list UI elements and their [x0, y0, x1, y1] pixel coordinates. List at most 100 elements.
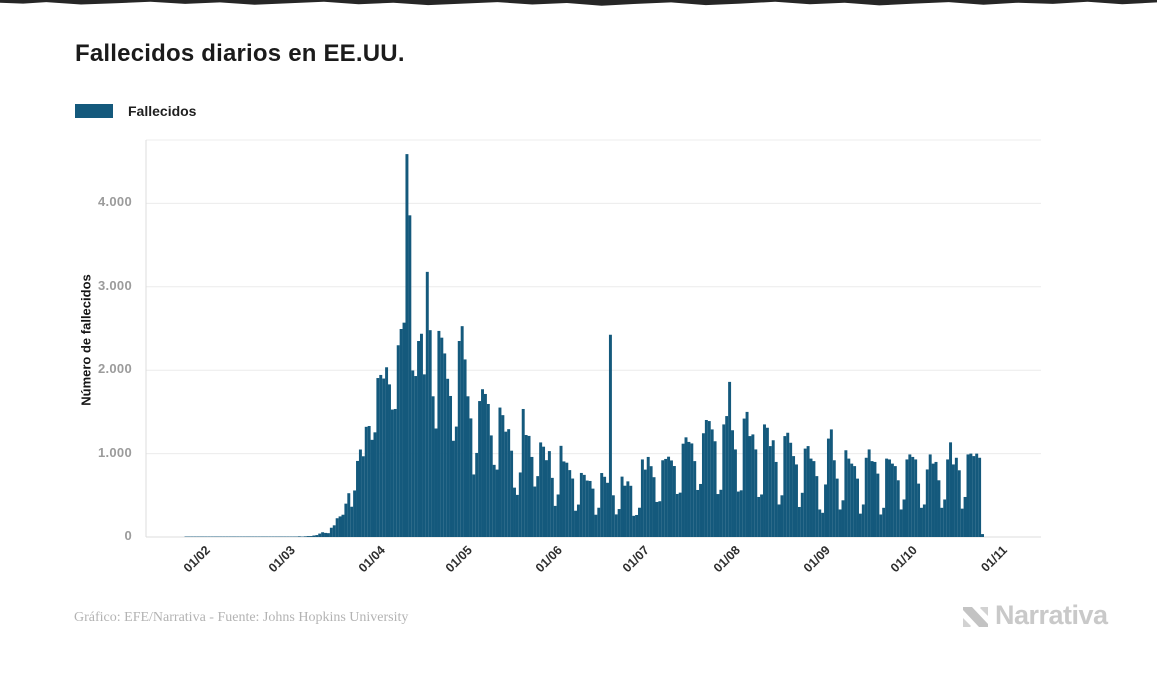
bar[interactable]: [931, 463, 935, 537]
bar[interactable]: [699, 483, 703, 537]
bar[interactable]: [777, 504, 781, 537]
bar[interactable]: [431, 396, 435, 537]
bar[interactable]: [733, 449, 737, 537]
bar[interactable]: [914, 459, 918, 537]
bar[interactable]: [701, 433, 705, 537]
bar[interactable]: [899, 509, 903, 537]
bar[interactable]: [361, 456, 365, 537]
bar[interactable]: [890, 463, 894, 537]
bar[interactable]: [972, 456, 976, 537]
bar[interactable]: [658, 501, 662, 537]
bar[interactable]: [922, 504, 926, 537]
bar[interactable]: [553, 505, 557, 537]
bar[interactable]: [358, 449, 362, 537]
bar[interactable]: [513, 487, 516, 537]
bar[interactable]: [774, 461, 778, 537]
bar[interactable]: [335, 518, 339, 538]
bar[interactable]: [329, 527, 333, 537]
bar[interactable]: [719, 489, 723, 537]
bar[interactable]: [632, 515, 636, 537]
bar[interactable]: [440, 337, 444, 537]
bar[interactable]: [478, 401, 482, 537]
bar[interactable]: [626, 481, 630, 537]
bar[interactable]: [812, 461, 816, 537]
bar[interactable]: [951, 464, 955, 537]
bar[interactable]: [303, 536, 307, 537]
bar[interactable]: [649, 466, 653, 537]
bar[interactable]: [341, 514, 345, 537]
bar[interactable]: [582, 474, 586, 537]
bar[interactable]: [911, 456, 915, 537]
bar[interactable]: [861, 504, 865, 537]
bar[interactable]: [481, 389, 484, 537]
bar[interactable]: [905, 459, 909, 537]
bar[interactable]: [524, 435, 528, 537]
bar[interactable]: [393, 408, 397, 537]
bar[interactable]: [510, 450, 514, 537]
bar[interactable]: [608, 334, 612, 537]
bar[interactable]: [356, 460, 359, 537]
bar[interactable]: [565, 462, 569, 537]
bar[interactable]: [417, 341, 421, 537]
bar[interactable]: [800, 492, 804, 537]
bar[interactable]: [475, 452, 479, 537]
bar[interactable]: [306, 536, 310, 537]
bar[interactable]: [382, 378, 386, 537]
bar[interactable]: [437, 330, 441, 537]
bar[interactable]: [576, 504, 580, 537]
bar[interactable]: [472, 474, 476, 537]
bar[interactable]: [425, 271, 429, 537]
bar[interactable]: [544, 460, 548, 537]
bar[interactable]: [507, 429, 511, 537]
bar[interactable]: [826, 438, 830, 537]
bar[interactable]: [844, 450, 848, 537]
bar[interactable]: [867, 449, 871, 537]
bar[interactable]: [559, 445, 563, 537]
bar[interactable]: [571, 478, 575, 537]
bar[interactable]: [521, 408, 525, 537]
bar[interactable]: [588, 480, 592, 537]
bar[interactable]: [783, 436, 787, 537]
bar[interactable]: [585, 480, 589, 537]
bar[interactable]: [960, 508, 964, 537]
bar[interactable]: [623, 485, 627, 537]
bar[interactable]: [574, 510, 578, 537]
bar[interactable]: [681, 443, 685, 537]
bar[interactable]: [396, 345, 400, 537]
bar[interactable]: [611, 495, 615, 537]
bar[interactable]: [350, 506, 354, 537]
bar[interactable]: [297, 536, 301, 537]
bar[interactable]: [324, 532, 328, 537]
bar[interactable]: [454, 426, 458, 537]
bar[interactable]: [579, 472, 583, 537]
bar[interactable]: [765, 427, 769, 537]
bar[interactable]: [696, 489, 700, 537]
bar[interactable]: [792, 456, 796, 537]
bar[interactable]: [786, 432, 790, 537]
bar[interactable]: [856, 478, 859, 537]
bar[interactable]: [344, 503, 348, 537]
bar[interactable]: [562, 461, 566, 537]
bar[interactable]: [821, 512, 825, 537]
bar[interactable]: [725, 416, 729, 537]
bar[interactable]: [853, 466, 857, 537]
bar[interactable]: [312, 535, 316, 538]
bar[interactable]: [739, 490, 743, 537]
bar[interactable]: [451, 440, 455, 537]
bar[interactable]: [850, 463, 854, 537]
bar[interactable]: [806, 446, 810, 537]
bar[interactable]: [629, 485, 633, 537]
bar[interactable]: [463, 359, 467, 537]
bar[interactable]: [902, 499, 906, 537]
bar[interactable]: [818, 509, 822, 537]
bar[interactable]: [388, 384, 391, 537]
bar[interactable]: [620, 476, 624, 537]
bar[interactable]: [757, 496, 761, 537]
bar[interactable]: [332, 525, 336, 537]
bar[interactable]: [858, 513, 862, 537]
bar[interactable]: [713, 441, 717, 537]
bar[interactable]: [597, 507, 601, 537]
bar[interactable]: [643, 469, 647, 537]
bar[interactable]: [722, 424, 726, 537]
bar[interactable]: [928, 454, 932, 537]
